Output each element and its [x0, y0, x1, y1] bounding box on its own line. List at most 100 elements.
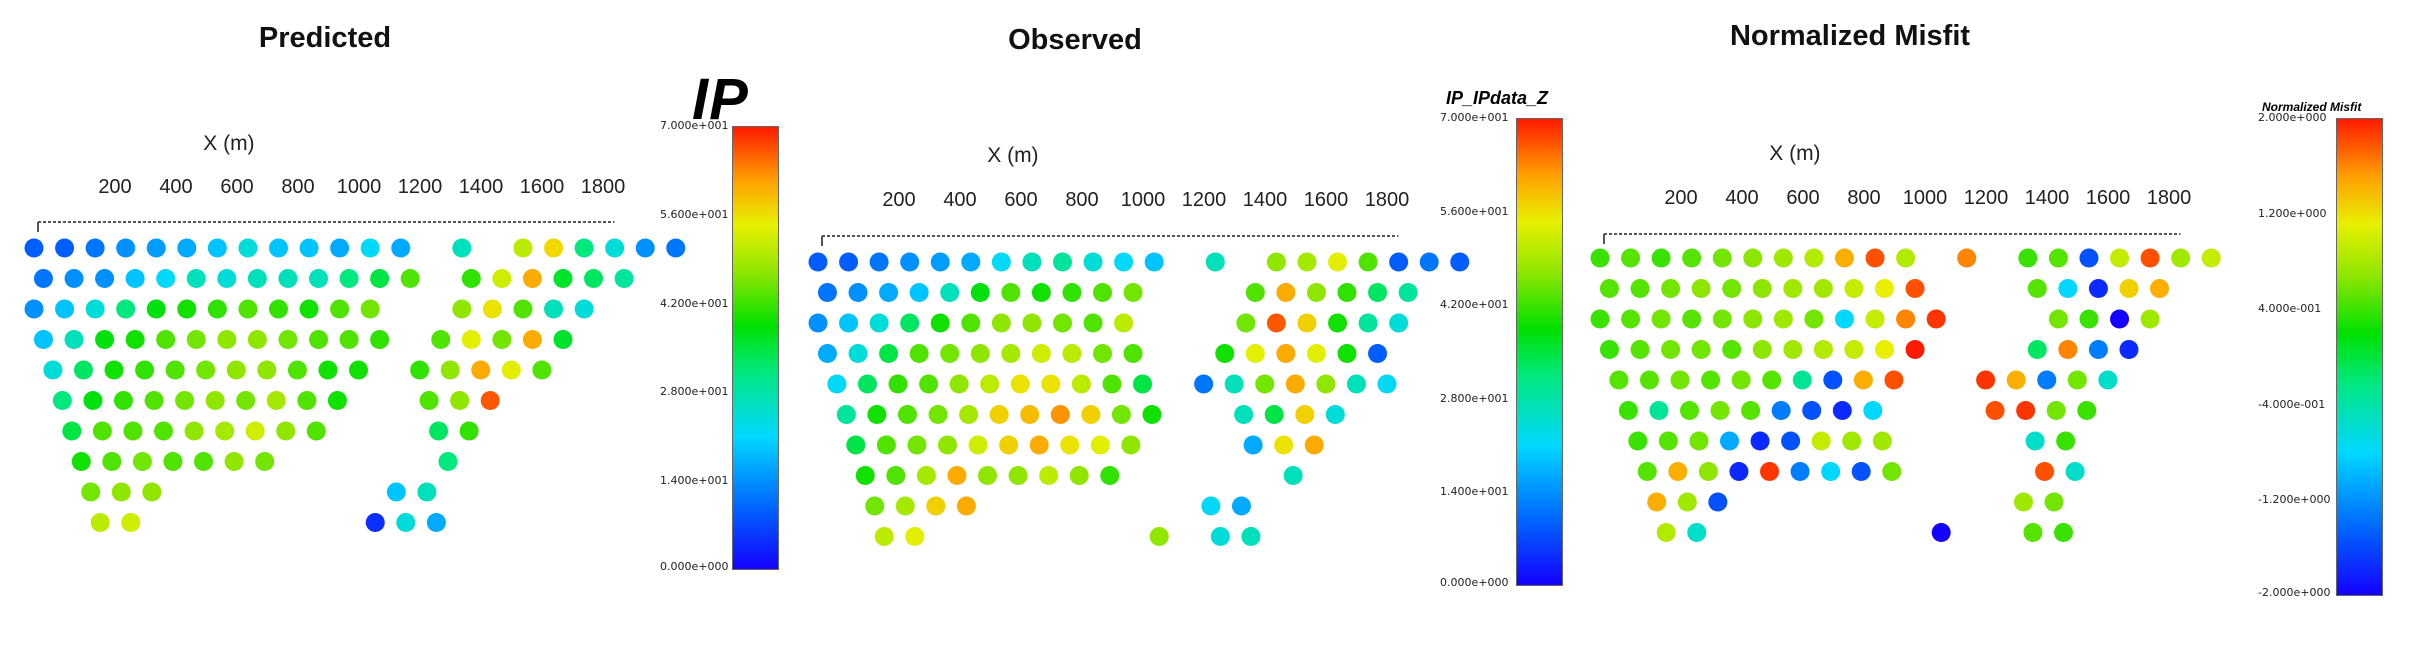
data-point [85, 299, 105, 319]
data-point [92, 421, 112, 441]
data-point [440, 360, 460, 380]
data-point [1832, 401, 1852, 420]
data-point [299, 238, 319, 258]
data-point [1926, 309, 1946, 329]
data-point [1304, 435, 1324, 455]
data-point [83, 391, 103, 410]
data-point [1865, 248, 1885, 268]
data-point [1802, 401, 1822, 420]
data-point [605, 238, 625, 258]
data-point [2079, 309, 2099, 329]
x-tick-label: 400 [943, 189, 976, 211]
data-point [1647, 492, 1667, 512]
plot-panel-0: X (m) 200 400 600 800 1000 1200 1400 1600 1800 [24, 132, 686, 532]
data-point [471, 360, 491, 380]
colorbar-tick-label: 0.000e+000 [660, 560, 729, 573]
data-point [165, 360, 185, 380]
data-point [73, 360, 93, 380]
data-point [1823, 370, 1843, 390]
data-point [1450, 252, 1470, 272]
data-point [386, 482, 406, 502]
data-point [1215, 344, 1235, 363]
data-point [1682, 248, 1702, 268]
x-tick-label: 1200 [398, 176, 443, 198]
data-point [111, 482, 131, 502]
data-point [287, 360, 307, 380]
data-point [1102, 374, 1122, 394]
x-tick-label: 1400 [1243, 189, 1288, 211]
data-point [1691, 340, 1711, 359]
data-point [1661, 340, 1681, 359]
data-point [900, 252, 920, 272]
x-tick-label: 1200 [1182, 189, 1227, 211]
data-point [1931, 523, 1951, 542]
data-point [450, 391, 470, 410]
x-tick-label: 1400 [459, 176, 504, 198]
data-point [1377, 374, 1397, 394]
data-point [2027, 340, 2047, 359]
data-point [1750, 431, 1770, 451]
data-point [827, 374, 847, 394]
data-point [848, 283, 868, 302]
data-point [247, 269, 267, 288]
x-tick-label: 400 [1725, 187, 1758, 209]
data-point [1976, 370, 1996, 390]
colorbar-tick-label: 4.200e+001 [660, 296, 729, 310]
data-point [492, 269, 512, 288]
data-point [278, 330, 298, 349]
data-point [113, 391, 133, 410]
data-point [876, 435, 896, 455]
data-point [1328, 252, 1348, 272]
x-tick-label: 600 [1004, 189, 1037, 211]
data-point [163, 452, 183, 471]
data-point [1142, 405, 1162, 424]
data-point [1266, 252, 1286, 272]
data-point [175, 391, 195, 410]
data-point [461, 269, 481, 288]
data-point [2098, 370, 2118, 390]
data-point [2088, 279, 2108, 298]
colorbar-tick-label: 2.000e+000 [2258, 111, 2327, 124]
data-point [1741, 401, 1761, 420]
data-point [1274, 435, 1294, 455]
data-point [2140, 248, 2160, 268]
data-point [574, 299, 594, 319]
data-point [1069, 466, 1089, 485]
data-point [370, 269, 390, 288]
colorbar-tick-label: 5.600e+001 [1440, 204, 1509, 218]
data-point [2150, 279, 2170, 298]
data-point [1276, 283, 1296, 302]
data-point [327, 391, 347, 410]
data-point [808, 252, 828, 272]
data-point [1295, 405, 1315, 424]
data-point [1285, 374, 1305, 394]
data-point [865, 496, 885, 516]
data-point [949, 374, 969, 394]
data-point [1687, 523, 1707, 542]
data-point [614, 269, 634, 288]
data-point [1245, 283, 1265, 302]
x-tick-label: 1800 [1365, 189, 1410, 211]
data-point [1052, 252, 1072, 272]
data-point [1783, 279, 1803, 298]
colorbar-tick-label: 4.000e-001 [2258, 302, 2322, 316]
data-point [1599, 279, 1619, 298]
data-point [544, 238, 564, 258]
colorbar-tick-label: 7.000e+001 [1440, 111, 1509, 124]
data-point [1821, 462, 1841, 481]
data-point [224, 452, 244, 471]
data-point [991, 313, 1011, 333]
colorbar-tick-label: 1.400e+001 [1440, 485, 1509, 499]
data-point [95, 330, 115, 349]
data-point [24, 299, 44, 319]
data-point [2079, 248, 2099, 268]
data-point [1114, 313, 1134, 333]
data-point [2058, 340, 2078, 359]
data-point [205, 391, 225, 410]
data-point [2025, 431, 2045, 451]
data-point [1283, 466, 1303, 485]
data-point [1205, 252, 1225, 272]
colorbar-misfit [2336, 118, 2383, 596]
data-point [2048, 248, 2068, 268]
